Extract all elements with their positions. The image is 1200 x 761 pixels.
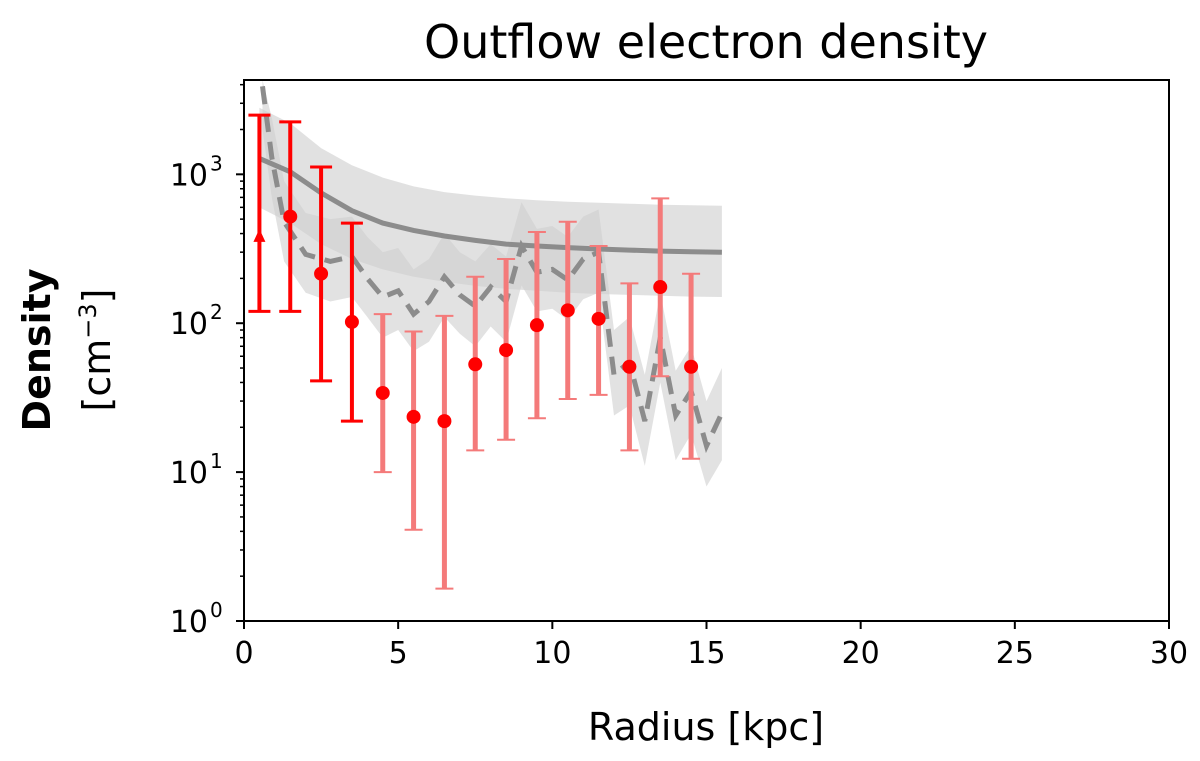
y-tick-exponent: 3 bbox=[210, 151, 223, 175]
y-tick-label: 10 bbox=[170, 158, 208, 193]
y-tick-exponent: 1 bbox=[210, 449, 223, 473]
data-point-marker bbox=[314, 266, 329, 281]
data-point-marker bbox=[591, 311, 606, 326]
x-tick-label: 0 bbox=[234, 636, 253, 671]
chart-title: Outflow electron density bbox=[424, 15, 988, 69]
dashed-model-band bbox=[262, 80, 722, 487]
data-point-marker bbox=[437, 414, 452, 429]
x-axis-label: Radius [kpc] bbox=[588, 705, 824, 749]
x-tick-label: 30 bbox=[1150, 636, 1188, 671]
x-tick-label: 25 bbox=[996, 636, 1034, 671]
x-axis: 0 5 10 15 20 25 30 bbox=[234, 621, 1188, 671]
x-tick-label: 5 bbox=[389, 636, 408, 671]
y-axis-label-group: Density bbox=[15, 268, 59, 431]
data-point-marker bbox=[253, 228, 266, 242]
y-axis-unit-exp: −3 bbox=[74, 303, 102, 338]
data-point-marker bbox=[375, 385, 390, 400]
data-point-marker bbox=[283, 209, 298, 224]
data-point-marker bbox=[653, 280, 668, 295]
y-axis-unit: [cm−3] bbox=[74, 289, 119, 412]
y-axis-unit-group: [cm−3] bbox=[74, 289, 119, 412]
y-tick-label: 10 bbox=[170, 456, 208, 491]
y-tick-label: 10 bbox=[170, 307, 208, 342]
data-point-marker bbox=[560, 303, 575, 318]
y-axis-unit-open: [cm bbox=[75, 339, 119, 412]
dashed-model-line bbox=[260, 85, 725, 454]
x-tick-label: 20 bbox=[842, 636, 880, 671]
data-point-marker bbox=[468, 357, 483, 372]
plot-content bbox=[248, 80, 725, 590]
y-axis-unit-close: ] bbox=[75, 289, 119, 304]
y-tick-label: 10 bbox=[170, 605, 208, 640]
data-point-marker bbox=[622, 359, 637, 374]
y-axis-label: Density bbox=[15, 268, 59, 431]
y-tick-exponent: 0 bbox=[210, 598, 223, 622]
data-point-marker bbox=[684, 359, 699, 374]
data-point-marker bbox=[406, 409, 421, 424]
x-tick-label: 15 bbox=[687, 636, 725, 671]
data-point-marker bbox=[529, 318, 544, 333]
plot-area bbox=[248, 80, 725, 590]
data-point-marker bbox=[344, 314, 359, 329]
x-tick-label: 10 bbox=[533, 636, 571, 671]
solid-model-line bbox=[258, 156, 722, 255]
y-tick-exponent: 2 bbox=[210, 300, 223, 324]
data-point-marker bbox=[499, 343, 514, 358]
